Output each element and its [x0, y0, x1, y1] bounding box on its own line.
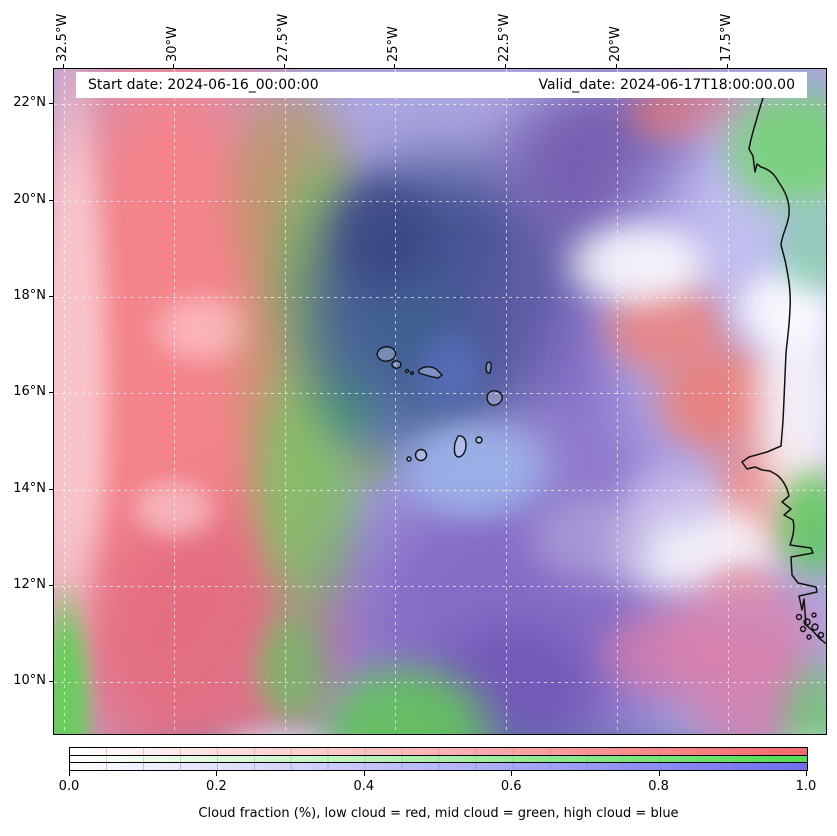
- colorbar-caption: Cloud fraction (%), low cloud = red, mid…: [198, 806, 679, 821]
- x-tick-label: 27.5°W: [276, 13, 291, 62]
- x-tick-mark: [505, 64, 506, 68]
- y-tick-label: 20°N: [13, 192, 46, 207]
- y-tick-label: 22°N: [13, 95, 46, 110]
- colorbar-tick-label: 0.2: [206, 779, 227, 794]
- valid-date-label: Valid_date: 2024-06-17T18:00:00.00: [538, 77, 795, 93]
- cape-verde-islands: [376, 346, 503, 462]
- colorbar-row-high-cloud-blue: [70, 763, 807, 771]
- colorbar-tick-label: 1.0: [795, 779, 817, 794]
- island-fogo: [414, 448, 428, 462]
- colorbar-tick-label: 0.6: [500, 779, 522, 794]
- x-tick-mark: [63, 64, 64, 68]
- colorbar-tick-mark: [511, 771, 513, 776]
- colorbar-tick-label: 0.8: [648, 779, 669, 794]
- y-tick-mark: [49, 392, 53, 393]
- island-sao-vicente: [391, 360, 402, 369]
- island-brava: [406, 456, 412, 462]
- date-banner: Start date: 2024-06-16_00:00:00 Valid_da…: [76, 72, 807, 98]
- y-tick-mark: [49, 296, 53, 297]
- colorbar-tick-label: 0.0: [58, 779, 80, 794]
- x-tick-mark: [394, 64, 395, 68]
- cloud-region-blob: [769, 729, 826, 734]
- cloud-region-blob: [194, 724, 364, 734]
- x-tick-label: 22.5°W: [497, 13, 512, 62]
- y-tick-mark: [49, 585, 53, 586]
- colorbar-tick-mark: [658, 771, 660, 776]
- colorbar-tick-mark: [363, 771, 365, 776]
- colorbar-tick-label: 0.4: [353, 779, 375, 794]
- start-date-label: Start date: 2024-06-16_00:00:00: [88, 77, 319, 93]
- cloud-region-blob: [614, 454, 734, 544]
- colorbar-tick-mark: [69, 771, 70, 776]
- y-tick-label: 14°N: [13, 481, 46, 496]
- island-sao-nicolau: [417, 366, 443, 379]
- x-tick-mark: [173, 64, 174, 68]
- x-tick-mark: [284, 64, 285, 68]
- x-tick-label: 17.5°W: [719, 13, 734, 62]
- cloud-region-blob: [324, 164, 444, 304]
- x-tick-label: 20°W: [608, 26, 623, 62]
- y-tick-mark: [49, 103, 53, 104]
- cloud-region-blob: [384, 411, 564, 531]
- colorbar-tick-mark: [216, 771, 218, 776]
- y-tick-label: 16°N: [13, 384, 46, 399]
- island-maio: [475, 436, 483, 444]
- island-santo-antao: [376, 346, 397, 362]
- x-tick-label: 32.5°W: [55, 13, 70, 62]
- coastline-layer: [376, 97, 826, 645]
- colorbar-tick-mark: [806, 771, 807, 776]
- y-tick-label: 10°N: [13, 673, 46, 688]
- map-plot-area: Start date: 2024-06-16_00:00:00 Valid_da…: [53, 68, 827, 735]
- colorbar: [69, 747, 808, 771]
- y-tick-label: 12°N: [13, 577, 46, 592]
- islet: [410, 371, 415, 376]
- coastline-west-africa: [741, 97, 826, 645]
- y-tick-mark: [49, 489, 53, 490]
- island-boa-vista: [486, 390, 503, 406]
- colorbar-row-mid-cloud-green: [70, 754, 807, 764]
- y-tick-mark: [49, 681, 53, 682]
- island-sal: [485, 361, 492, 374]
- x-tick-label: 25°W: [386, 26, 401, 62]
- island-santiago: [453, 435, 467, 458]
- island-santa-luzia: [404, 368, 410, 374]
- y-tick-mark: [49, 200, 53, 201]
- x-tick-mark: [727, 64, 728, 68]
- y-tick-label: 18°N: [13, 288, 46, 303]
- x-tick-label: 30°W: [165, 26, 180, 62]
- x-tick-mark: [616, 64, 617, 68]
- colorbar-row-low-cloud-red: [70, 748, 807, 755]
- cloud-region-blob: [411, 324, 491, 414]
- bijagos-islands: [795, 612, 825, 640]
